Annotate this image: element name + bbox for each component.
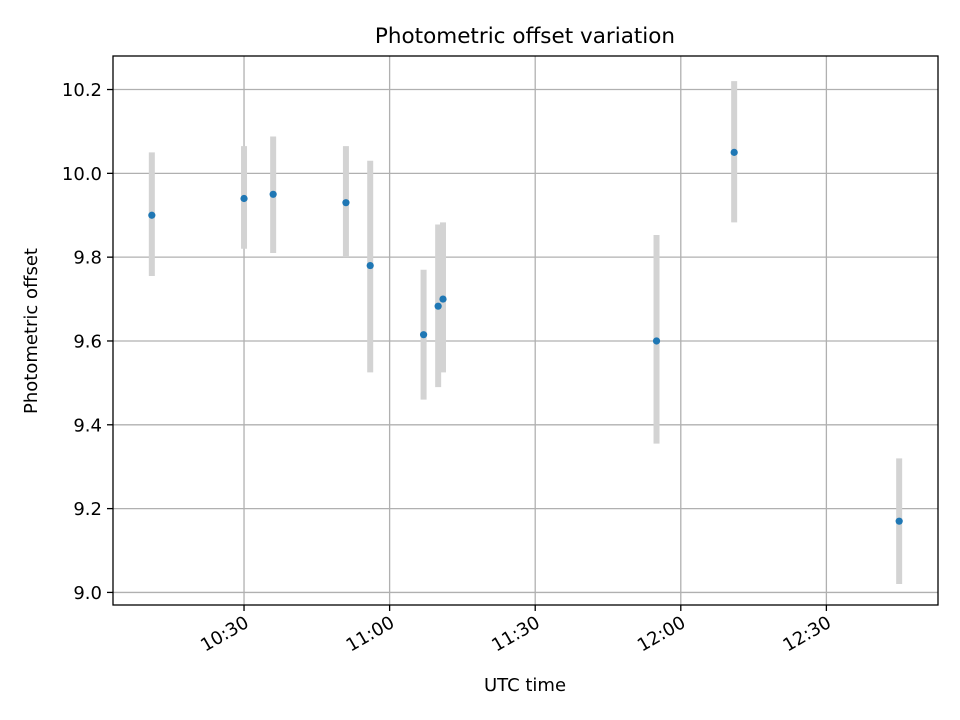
- data-points: [148, 148, 903, 525]
- y-axis-label: Photometric offset: [21, 248, 42, 414]
- data-point: [269, 190, 277, 198]
- data-point: [434, 302, 442, 310]
- data-point: [419, 331, 428, 339]
- data-point: [366, 261, 374, 270]
- plot-frame: [112, 55, 939, 606]
- x-axis-label: UTC time: [484, 675, 566, 696]
- y-tick-label: 9.2: [73, 499, 102, 520]
- chart-title: Photometric offset variation: [375, 24, 675, 49]
- data-point: [148, 211, 156, 219]
- data-point: [895, 517, 903, 525]
- y-tick-label: 10.2: [62, 80, 102, 101]
- data-point: [730, 148, 738, 156]
- y-tick-label: 9.6: [73, 331, 102, 352]
- data-point: [652, 337, 661, 345]
- data-point: [439, 295, 447, 303]
- data-point: [342, 199, 350, 207]
- y-tick-label: 10.0: [62, 164, 102, 185]
- grid: [113, 56, 938, 605]
- data-point: [240, 194, 248, 203]
- y-tick-label: 9.4: [73, 415, 102, 436]
- y-tick-label: 9.0: [73, 583, 102, 604]
- y-tick-label: 9.8: [73, 248, 102, 269]
